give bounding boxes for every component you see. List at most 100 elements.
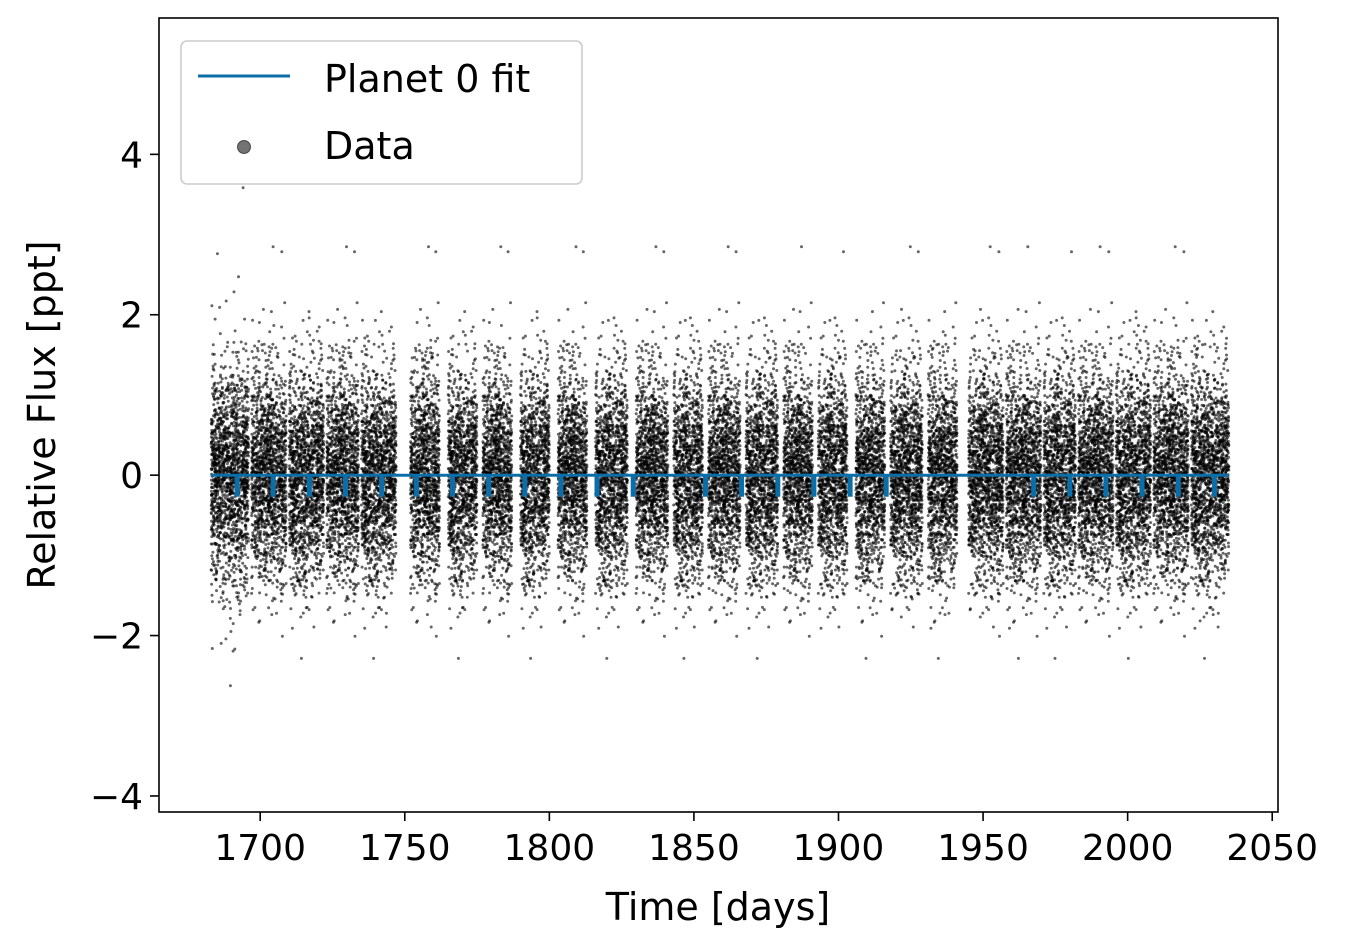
data-point	[264, 497, 268, 501]
data-point	[232, 470, 236, 474]
data-point	[252, 379, 256, 383]
data-point	[241, 468, 245, 472]
data-point	[243, 317, 247, 321]
data-point	[233, 564, 237, 568]
data-point	[242, 347, 245, 351]
data-point	[317, 432, 321, 436]
data-point	[311, 523, 314, 526]
data-point	[215, 517, 219, 521]
data-point	[288, 398, 292, 402]
data-point	[278, 396, 282, 400]
data-point	[302, 404, 306, 408]
data-point	[270, 346, 274, 350]
data-point	[257, 566, 261, 570]
data-point	[225, 417, 228, 421]
data-point	[300, 342, 304, 346]
data-point	[215, 427, 219, 431]
data-point	[271, 434, 274, 438]
data-point	[296, 518, 300, 522]
data-point	[316, 551, 320, 555]
data-point	[281, 592, 285, 596]
data-point	[317, 421, 321, 425]
data-point	[319, 358, 323, 362]
data-point	[230, 381, 234, 385]
data-point	[225, 462, 229, 466]
data-point	[332, 370, 336, 374]
data-point	[266, 385, 269, 389]
data-point	[219, 391, 223, 394]
data-point	[254, 355, 258, 359]
data-point	[295, 499, 299, 503]
data-point	[317, 436, 321, 440]
data-point	[277, 454, 281, 458]
data-point	[225, 598, 229, 601]
data-point	[274, 387, 278, 391]
data-point	[237, 564, 241, 568]
data-point	[272, 452, 275, 456]
data-point	[212, 573, 216, 577]
data-point	[219, 456, 223, 460]
data-point	[263, 432, 267, 436]
data-point	[317, 493, 321, 497]
data-point	[269, 560, 273, 564]
data-point	[222, 396, 226, 400]
data-point	[300, 492, 304, 496]
data-point	[321, 541, 325, 545]
data-point	[290, 528, 294, 532]
data-point	[289, 401, 293, 405]
data-point	[289, 607, 293, 611]
data-point	[299, 615, 303, 619]
data-point	[273, 404, 277, 408]
data-point	[320, 491, 324, 495]
data-point	[253, 466, 257, 470]
data-point	[275, 483, 279, 487]
data-point	[301, 407, 305, 410]
data-point	[219, 451, 223, 455]
data-point	[288, 565, 292, 569]
data-point	[252, 383, 256, 387]
data-point	[212, 560, 216, 564]
data-point	[279, 524, 283, 528]
data-point	[238, 500, 242, 504]
data-point	[263, 538, 267, 542]
data-point	[228, 434, 232, 438]
data-point	[351, 383, 355, 387]
data-point	[276, 462, 280, 465]
data-point	[244, 349, 248, 353]
data-point	[259, 438, 263, 442]
data-point	[275, 415, 279, 419]
data-point	[235, 421, 239, 425]
data-point	[319, 523, 323, 527]
data-point	[251, 531, 255, 535]
data-point	[241, 451, 245, 455]
data-point	[280, 405, 284, 409]
data-point	[257, 321, 261, 324]
data-point	[283, 498, 287, 502]
data-point	[349, 387, 353, 391]
data-point	[275, 448, 278, 452]
data-point	[340, 542, 344, 546]
data-point	[230, 533, 234, 537]
data-point	[356, 379, 360, 383]
data-point	[245, 491, 249, 495]
data-point	[265, 518, 269, 522]
data-point	[341, 354, 345, 357]
data-point	[210, 430, 214, 434]
data-point	[280, 509, 284, 512]
data-point	[260, 524, 264, 527]
data-point	[218, 332, 222, 336]
data-point	[263, 563, 267, 567]
data-point	[266, 364, 270, 368]
data-point	[231, 543, 235, 547]
data-point	[241, 477, 245, 481]
data-point	[233, 457, 237, 461]
data-point	[308, 398, 312, 402]
data-point	[310, 502, 314, 505]
data-point	[220, 490, 224, 494]
data-point	[243, 588, 247, 592]
data-point	[302, 575, 306, 579]
data-point	[320, 437, 323, 441]
data-point	[258, 575, 262, 579]
data-point	[266, 435, 270, 439]
data-point	[271, 599, 274, 603]
